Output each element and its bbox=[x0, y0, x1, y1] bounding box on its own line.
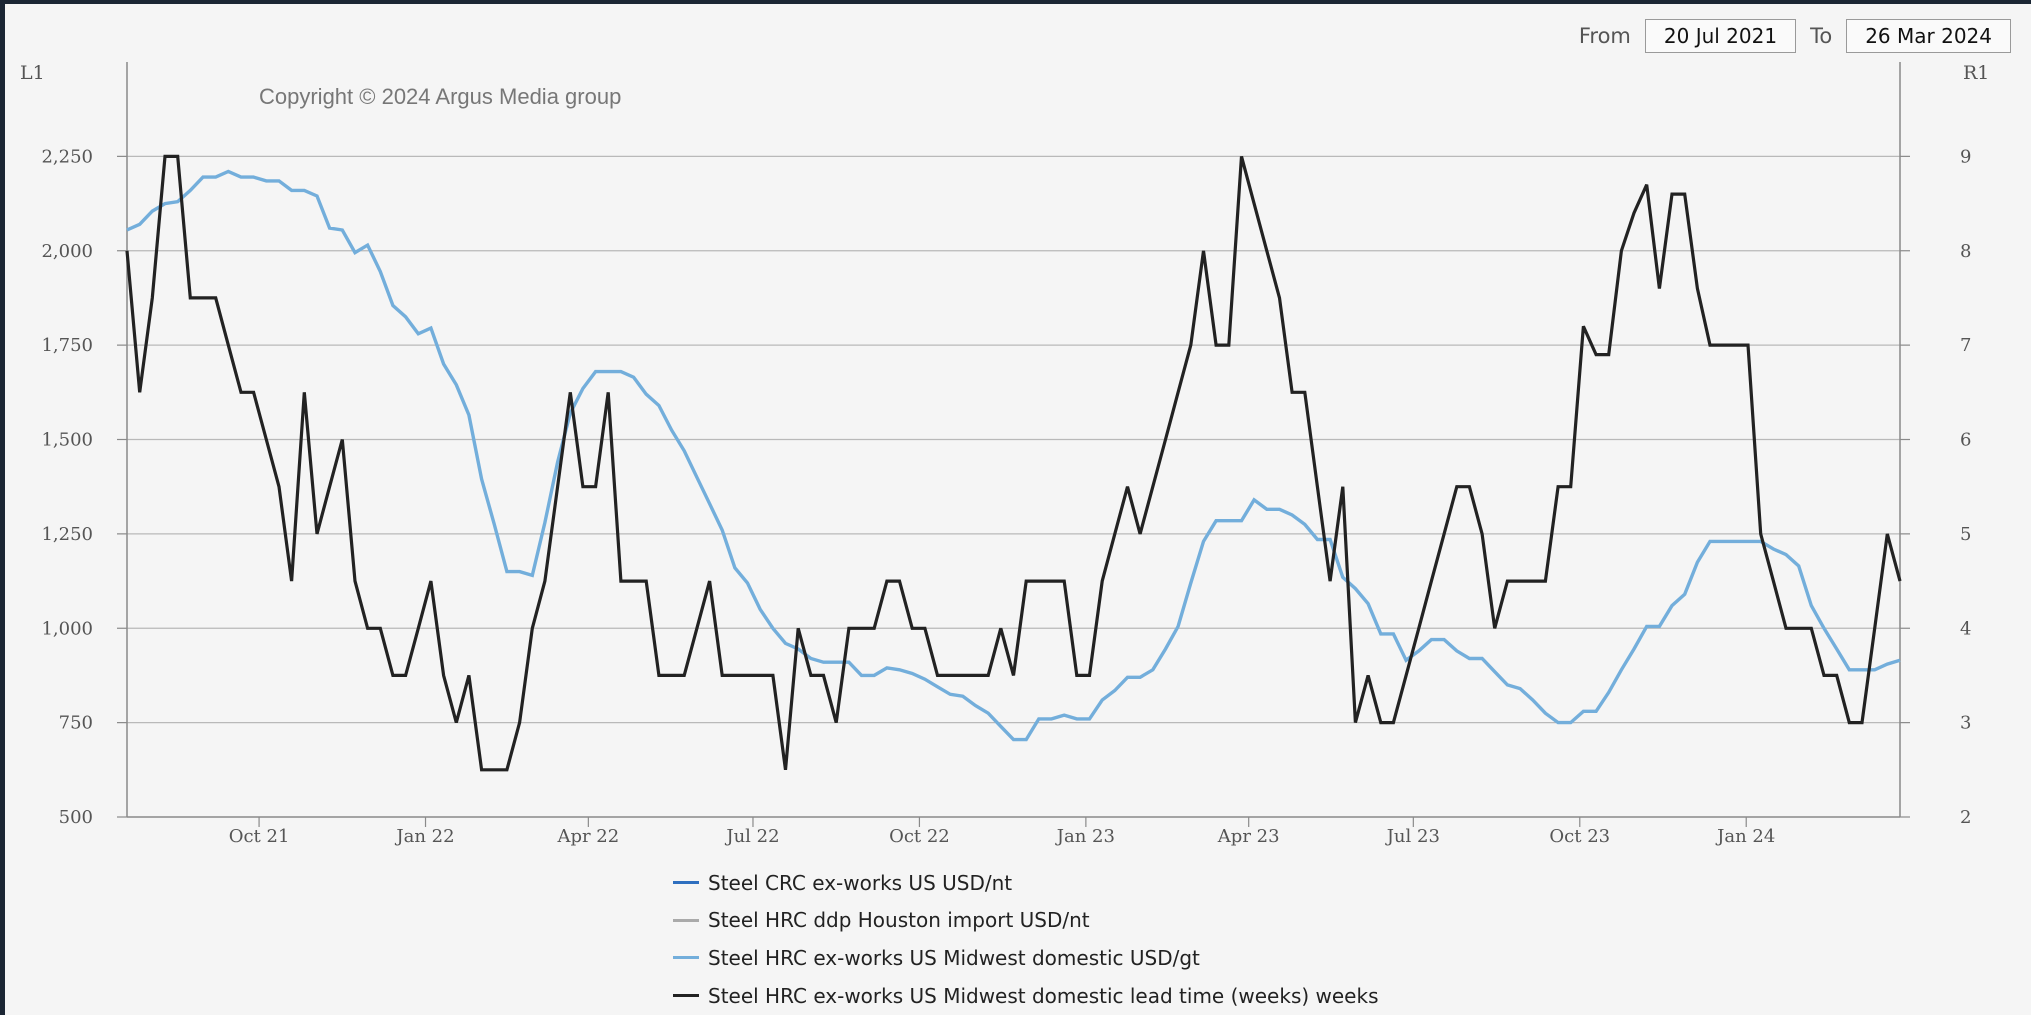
legend-label: Steel HRC ex-works US Midwest domestic l… bbox=[708, 983, 1379, 1008]
right-tick-label: 7 bbox=[1960, 335, 1971, 356]
watermark: Copyright © 2024 Argus Media group bbox=[259, 84, 621, 109]
legend-label: Steel HRC ex-works US Midwest domestic U… bbox=[708, 945, 1200, 970]
left-tick-label: 1,000 bbox=[41, 618, 93, 639]
x-tick-label: Oct 23 bbox=[1549, 826, 1610, 847]
legend-label: Steel CRC ex-works US USD/nt bbox=[708, 870, 1013, 895]
right-tick-label: 2 bbox=[1960, 807, 1971, 828]
series-line bbox=[126, 169, 1901, 742]
x-tick-label: Oct 21 bbox=[229, 826, 290, 847]
legend-swatch bbox=[673, 994, 699, 998]
x-tick-label: Jul 23 bbox=[1385, 826, 1440, 847]
right-axis-label: R1 bbox=[1963, 62, 1989, 84]
left-axis-ticks: 500 750 1,000 1,250 1,500 1,750 2,000 2,250 bbox=[41, 146, 127, 828]
legend-item[interactable]: Steel CRC ex-works US USD/nt bbox=[673, 864, 1379, 902]
left-tick-label: 1,250 bbox=[41, 524, 93, 545]
right-tick-label: 9 bbox=[1960, 146, 1971, 167]
x-tick-label: Jan 24 bbox=[1715, 826, 1775, 847]
date-range-selector: From 20 Jul 2021 To 26 Mar 2024 bbox=[1565, 19, 2011, 53]
legend-swatch bbox=[673, 881, 699, 885]
right-tick-label: 3 bbox=[1960, 713, 1971, 734]
left-tick-label: 1,750 bbox=[41, 335, 93, 356]
right-tick-label: 6 bbox=[1960, 430, 1971, 451]
legend-item[interactable]: Steel HRC ddp Houston import USD/nt bbox=[673, 902, 1379, 940]
x-tick-label: Jul 22 bbox=[724, 826, 779, 847]
legend-swatch bbox=[673, 956, 699, 960]
right-tick-label: 4 bbox=[1960, 618, 1971, 639]
x-tick-label: Apr 23 bbox=[1217, 826, 1280, 847]
legend-item[interactable]: Steel HRC ex-works US Midwest domestic l… bbox=[673, 977, 1379, 1015]
chart-panel bbox=[5, 4, 2031, 1015]
series-layer bbox=[125, 154, 1902, 772]
left-tick-label: 750 bbox=[59, 713, 93, 734]
legend-swatch bbox=[673, 918, 699, 922]
right-tick-label: 5 bbox=[1960, 524, 1971, 545]
x-tick-label: Oct 22 bbox=[889, 826, 950, 847]
x-tick-label: Jan 23 bbox=[1055, 826, 1115, 847]
left-tick-label: 2,000 bbox=[41, 241, 93, 262]
right-axis-ticks: 2 3 4 5 6 7 8 9 bbox=[1900, 146, 1971, 828]
legend-label: Steel HRC ddp Houston import USD/nt bbox=[708, 908, 1090, 933]
legend: Steel CRC ex-works US USD/nt Steel HRC d… bbox=[673, 864, 1379, 1014]
legend-item[interactable]: Steel HRC ex-works US Midwest domestic U… bbox=[673, 939, 1379, 977]
line-chart: L1 R1 Copyright © 2024 Argus Media group… bbox=[20, 62, 1989, 847]
x-tick-label: Apr 22 bbox=[556, 826, 619, 847]
right-tick-label: 8 bbox=[1960, 241, 1971, 262]
x-axis-ticks: Oct 21 Jan 22 Apr 22 Jul 22 Oct 22 Jan 23 Apr … bbox=[229, 817, 1775, 847]
x-tick-label: Jan 22 bbox=[394, 826, 454, 847]
left-tick-label: 2,250 bbox=[41, 146, 93, 167]
series-line bbox=[125, 154, 1902, 772]
left-tick-label: 500 bbox=[59, 807, 93, 828]
to-label: To bbox=[1810, 24, 1833, 48]
gridlines bbox=[127, 155, 1900, 724]
left-axis-label: L1 bbox=[20, 62, 45, 84]
left-tick-label: 1,500 bbox=[41, 430, 93, 451]
from-date-input[interactable]: 20 Jul 2021 bbox=[1644, 19, 1797, 53]
to-date-input[interactable]: 26 Mar 2024 bbox=[1846, 19, 2011, 53]
from-label: From bbox=[1578, 24, 1631, 48]
